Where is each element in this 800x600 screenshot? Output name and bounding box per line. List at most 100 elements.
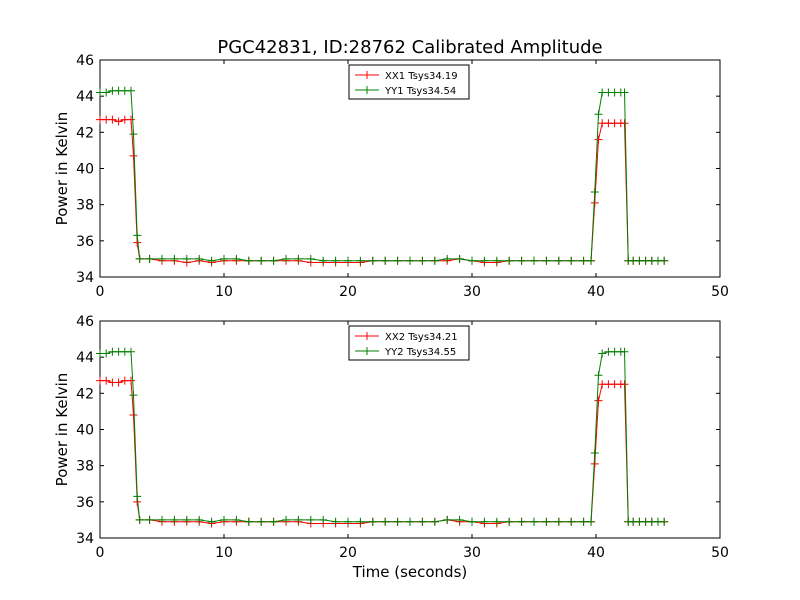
panel-2-series-2-point [406, 517, 414, 526]
panel-1-series-2-point [393, 256, 402, 265]
panel-2-y-tick-label: 42 [76, 386, 94, 402]
panel-1-series-2-point [480, 256, 489, 265]
panel-2-series-2-line [100, 351, 665, 523]
panel-2-series-2-point [530, 517, 538, 526]
panel-2-series-1-point [594, 396, 603, 405]
panel-1-legend-label: XX1 Tsys34.19 [385, 71, 458, 82]
panel-2-x-tick-label: 30 [463, 545, 481, 561]
panel-1-y-tick-label: 40 [76, 162, 94, 178]
panel-2-y-tick-label: 44 [76, 350, 94, 366]
panel-1-series-1-point [108, 115, 117, 124]
panel-2-y-tick-label: 40 [76, 423, 94, 439]
panel-1-series-2-point [133, 231, 142, 240]
panel-1-series-2-point [554, 256, 563, 265]
panel-2-series-2-point [220, 515, 228, 524]
panel-2-series-2-point [594, 371, 603, 380]
panel-2-x-tick-label: 10 [215, 545, 233, 561]
panel-2-series-2-point [170, 515, 179, 524]
panel-1-series-2-point [207, 256, 216, 265]
panel-1-series-2-point [406, 256, 414, 265]
panel-1-y-axis-label: Power in Kelvin [53, 112, 71, 226]
panel-1-y-tick-label: 38 [76, 198, 94, 214]
panel-1-series-2-point [294, 254, 303, 263]
panel-2-series-2-point [517, 517, 526, 526]
panel-1-series-2-point [505, 256, 514, 265]
panel-1-series-2-line [100, 90, 665, 262]
panel-2-y-tick-label: 36 [76, 495, 94, 511]
panel-1-series-2-point [195, 254, 204, 263]
panel-1-series-2-point [331, 256, 340, 265]
panel-2-y-tick-label: 38 [76, 459, 94, 475]
panel-1-series-2-point [567, 256, 576, 265]
panel-2-series-2-point [590, 449, 599, 458]
panel-2-series-2-point [356, 517, 365, 526]
panel-2-series-2-point [660, 517, 669, 526]
panel-2-y-axis-label: Power in Kelvin [53, 373, 71, 487]
panel-2-series-2-point [232, 515, 241, 524]
panel-1-legend: XX1 Tsys34.19 YY1 Tsys34.54 [348, 64, 470, 100]
panel-1-series-2-point [430, 256, 439, 265]
panel-1-x-tick-label: 50 [711, 284, 729, 300]
panel-1-series-2-point [660, 256, 669, 265]
panel-2-legend-box [348, 325, 470, 361]
panel-1-series-2-point [244, 256, 253, 265]
panel-1-series-2-point [620, 88, 629, 97]
panel-1-series-2 [96, 86, 669, 265]
panel-2-series-2-point [620, 347, 629, 356]
panel-2: 0 10 20 30 40 50 34 36 38 40 42 44 46 Power in Kelvin… [53, 314, 729, 561]
panel-1-series-2-point [282, 254, 290, 263]
panel-2-series-2-point [158, 515, 166, 524]
panel-1-series-1-point [594, 135, 603, 144]
panel-2-series-1-point [129, 411, 138, 420]
panel-2-series-2-point [443, 515, 452, 524]
panel-1-series-2-point [135, 254, 144, 263]
panel-2-series-1-line [100, 380, 665, 525]
panel-2-series-2-point [127, 347, 135, 356]
panel-2-series-2-point [480, 517, 489, 526]
panel-1-y-tick-label: 42 [76, 125, 94, 141]
panel-1-series-2-point [468, 256, 476, 265]
panel-1-y-tick-label: 36 [76, 234, 94, 250]
panel-2-legend-label: XX2 Tsys34.21 [385, 332, 458, 343]
panel-1-series-1 [96, 115, 669, 267]
panel-1-y-tick-label: 46 [76, 53, 94, 69]
panel-1-series-2-point [443, 254, 452, 263]
panel-2-series-2-point [554, 517, 563, 526]
panel-2-series-2-point [344, 517, 352, 526]
panel-1-series-2-point [542, 256, 551, 265]
x-axis-label: Time (seconds) [352, 563, 468, 581]
panel-2-legend-label: YY2 Tsys34.55 [384, 347, 456, 358]
panel-2-legend: XX2 Tsys34.21 YY2 Tsys34.55 [348, 325, 470, 361]
panel-2-series-1-point [114, 378, 123, 387]
panel-2-y-tick-label: 46 [76, 314, 94, 330]
panel-1-series-2-point [530, 256, 538, 265]
panel-2-series-1-point [620, 380, 629, 389]
panel-2-series-2-point [129, 391, 138, 400]
panel-2-series-2-point [282, 515, 290, 524]
panel-1-series-2-point [344, 256, 352, 265]
panel-1-series-2-point [579, 256, 588, 265]
panel-2-series-1 [96, 376, 669, 528]
panel-1-series-2-point [170, 254, 179, 263]
panel-2-series-2-point [306, 515, 315, 524]
panel-1-y-tick-label: 44 [76, 89, 94, 105]
panel-1-series-2-point [356, 256, 365, 265]
panel-2-series-2-point [455, 515, 464, 524]
panel-1-series-2-point [418, 256, 427, 265]
panel-2-series-2-point [368, 517, 377, 526]
panel-2-series-2-point [319, 515, 328, 524]
panel-2-series-2-point [542, 517, 551, 526]
panel-2-series-2-point [492, 517, 501, 526]
panel-1-series-2-point [381, 256, 390, 265]
panel-1-series-2-point [306, 254, 315, 263]
panel-2-series-2-point [505, 517, 514, 526]
panel-2-series-2-point [133, 492, 142, 501]
panel-1-series-2-point [455, 254, 464, 263]
panel-1-x-tick-label: 20 [339, 284, 357, 300]
panel-1-series-2-point [145, 254, 154, 263]
panel-1-series-2-point [232, 254, 241, 263]
panel-1-series-2-point [127, 86, 135, 95]
panel-2-series-2-point [331, 517, 340, 526]
panel-1-series-1-point [129, 151, 138, 160]
